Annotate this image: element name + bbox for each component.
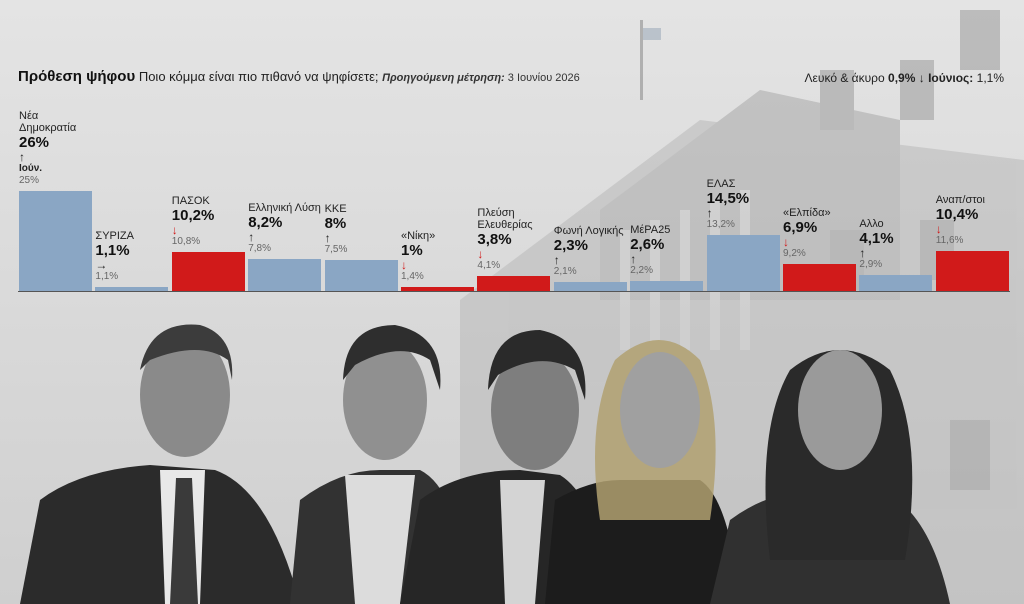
party-label-4: Ελληνική Λύση 8,2% ↑ 7,8% — [248, 202, 322, 255]
bar-13 — [935, 251, 1009, 291]
previous-value: 25% — [19, 175, 40, 186]
chart-question: Ποιο κόμμα είναι πιο πιθανό να ψηφίσετε; — [138, 69, 379, 84]
party-value: 26% — [19, 134, 50, 151]
blank-vote-label: Λευκό & άκυρο — [804, 71, 885, 85]
bar-12 — [859, 275, 933, 291]
trend-arrow: ↓ — [783, 235, 789, 250]
previous-date: 3 Ιουνίου 2026 — [507, 72, 580, 84]
blank-vote-month-label: Ιούνιος: — [928, 71, 974, 85]
party-name: «Ελπίδα» — [783, 207, 831, 220]
party-value: 2,6% — [630, 236, 665, 253]
bar-3 — [171, 251, 245, 291]
party-value: 10,4% — [935, 206, 979, 223]
party-name: ΜέΡΑ25 — [630, 224, 671, 236]
party-label-12: Αλλο 4,1% ↑ 2,9% — [859, 218, 933, 271]
party-name: ΕΛΑΣ — [706, 178, 736, 191]
party-name: «Νίκη» — [401, 230, 436, 243]
party-name: Πλεύση Ελευθερίας — [477, 207, 533, 232]
party-name: Νέα Δημοκρατία — [19, 110, 77, 134]
party-value: 14,5% — [706, 190, 750, 208]
party-value: 2,3% — [553, 237, 588, 255]
bar-2 — [95, 286, 169, 291]
bar-11 — [783, 264, 856, 291]
party-label-13: Αναπ/στοι 10,4% ↓ 11,6% — [936, 194, 1010, 247]
previous-label: Προηγούμενη μέτρηση: — [382, 72, 505, 84]
trend-arrow: ↓ — [477, 247, 484, 262]
party-label-9: ΜέΡΑ25 2,6% ↑ 2,2% — [630, 224, 704, 277]
bar-10 — [706, 235, 780, 291]
trend-arrow: ↑ — [859, 246, 866, 261]
blank-vote-value: 0,9% — [888, 71, 916, 85]
party-label-7: Πλεύση Ελευθερίας 3,8% ↓ 4,1% — [477, 207, 551, 272]
person-1 — [20, 324, 300, 604]
previous-value: 2,9% — [859, 259, 883, 271]
trend-arrow: ↑ — [248, 230, 255, 245]
previous-value: 2,2% — [630, 265, 653, 276]
blank-vote-note: Λευκό & άκυρο 0,9% ↓ Ιούνιος: 1,1% — [805, 71, 1004, 85]
party-name: Αναπ/στοι — [935, 194, 985, 206]
party-value: 10,2% — [171, 206, 215, 224]
previous-value: 10,8% — [171, 235, 201, 247]
previous-value: 4,1% — [477, 260, 501, 272]
previous-value: 2,1% — [553, 266, 577, 278]
bar-5 — [324, 260, 398, 291]
person-5 — [710, 350, 950, 604]
party-label-5: ΚΚΕ 8% ↑ 7,5% — [325, 203, 399, 256]
bar-1 — [19, 191, 92, 291]
party-name: ΚΚΕ — [324, 203, 347, 216]
party-value: 4,1% — [859, 230, 894, 248]
trend-arrow: ↓ — [401, 258, 407, 273]
month-label: Ιούν. — [19, 163, 43, 174]
previous-value: 7,5% — [324, 244, 348, 256]
previous-value: 13,2% — [706, 219, 735, 231]
previous-value: 1,4% — [401, 271, 424, 283]
party-label-2: ΣΥΡΙΖΑ 1,1% → 1,1% — [95, 230, 169, 283]
party-label-10: ΕΛΑΣ 14,5% ↑ 13,2% — [707, 178, 781, 231]
trend-arrow: ↓ — [171, 222, 178, 237]
previous-value: 11,6% — [935, 235, 964, 246]
party-name: Φωνή Λογικής — [553, 225, 624, 238]
party-label-8: Φωνή Λογικής 2,3% ↑ 2,1% — [554, 225, 628, 278]
trend-arrow: ↑ — [324, 231, 331, 246]
party-label-11: «Ελπίδα» 6,9% ↓ 9,2% — [783, 207, 857, 260]
previous-value: 1,1% — [95, 270, 119, 282]
person-4 — [545, 340, 740, 604]
previous-value: 7,8% — [248, 243, 271, 255]
bar-6 — [401, 287, 474, 291]
trend-arrow: ↑ — [553, 253, 560, 268]
bar-4 — [248, 259, 322, 291]
party-value: 8% — [324, 215, 347, 233]
party-value: 1,1% — [95, 241, 130, 259]
trend-arrow: ↑ — [630, 252, 637, 266]
trend-arrow: ↓ — [935, 222, 942, 236]
bar-8 — [553, 282, 627, 291]
chart-header: Πρόθεση ψήφου Ποιο κόμμα είναι πιο πιθαν… — [18, 68, 580, 85]
previous-measurement: Προηγούμενη μέτρηση: 3 Ιουνίου 2026 — [382, 72, 580, 84]
chart-title: Πρόθεση ψήφου — [18, 68, 136, 85]
party-label-1: Νέα Δημοκρατία 26% ↑ Ιούν. 25% — [19, 110, 93, 187]
politicians-photo — [20, 324, 950, 604]
bar-7 — [477, 276, 551, 291]
party-name: ΣΥΡΙΖΑ — [95, 229, 134, 242]
trend-arrow: → — [95, 257, 108, 272]
trend-arrow: ↑ — [19, 150, 25, 164]
chart-baseline — [18, 291, 1010, 292]
party-value: 6,9% — [783, 219, 818, 237]
blank-vote-arrow: ↓ — [918, 71, 925, 85]
blank-vote-prev: 1,1% — [976, 71, 1004, 85]
bar-9 — [630, 281, 704, 291]
party-value: 1% — [401, 242, 423, 260]
trend-arrow: ↑ — [706, 206, 713, 221]
previous-value: 9,2% — [783, 248, 806, 260]
party-label-6: «Νίκη» 1% ↓ 1,4% — [401, 230, 475, 283]
party-name: ΠΑΣΟΚ — [171, 194, 210, 207]
party-value: 8,2% — [248, 214, 283, 232]
party-label-3: ΠΑΣΟΚ 10,2% ↓ 10,8% — [172, 195, 246, 248]
party-value: 3,8% — [477, 231, 512, 249]
party-name: Ελληνική Λύση — [248, 202, 321, 215]
party-name: Αλλο — [859, 218, 884, 231]
